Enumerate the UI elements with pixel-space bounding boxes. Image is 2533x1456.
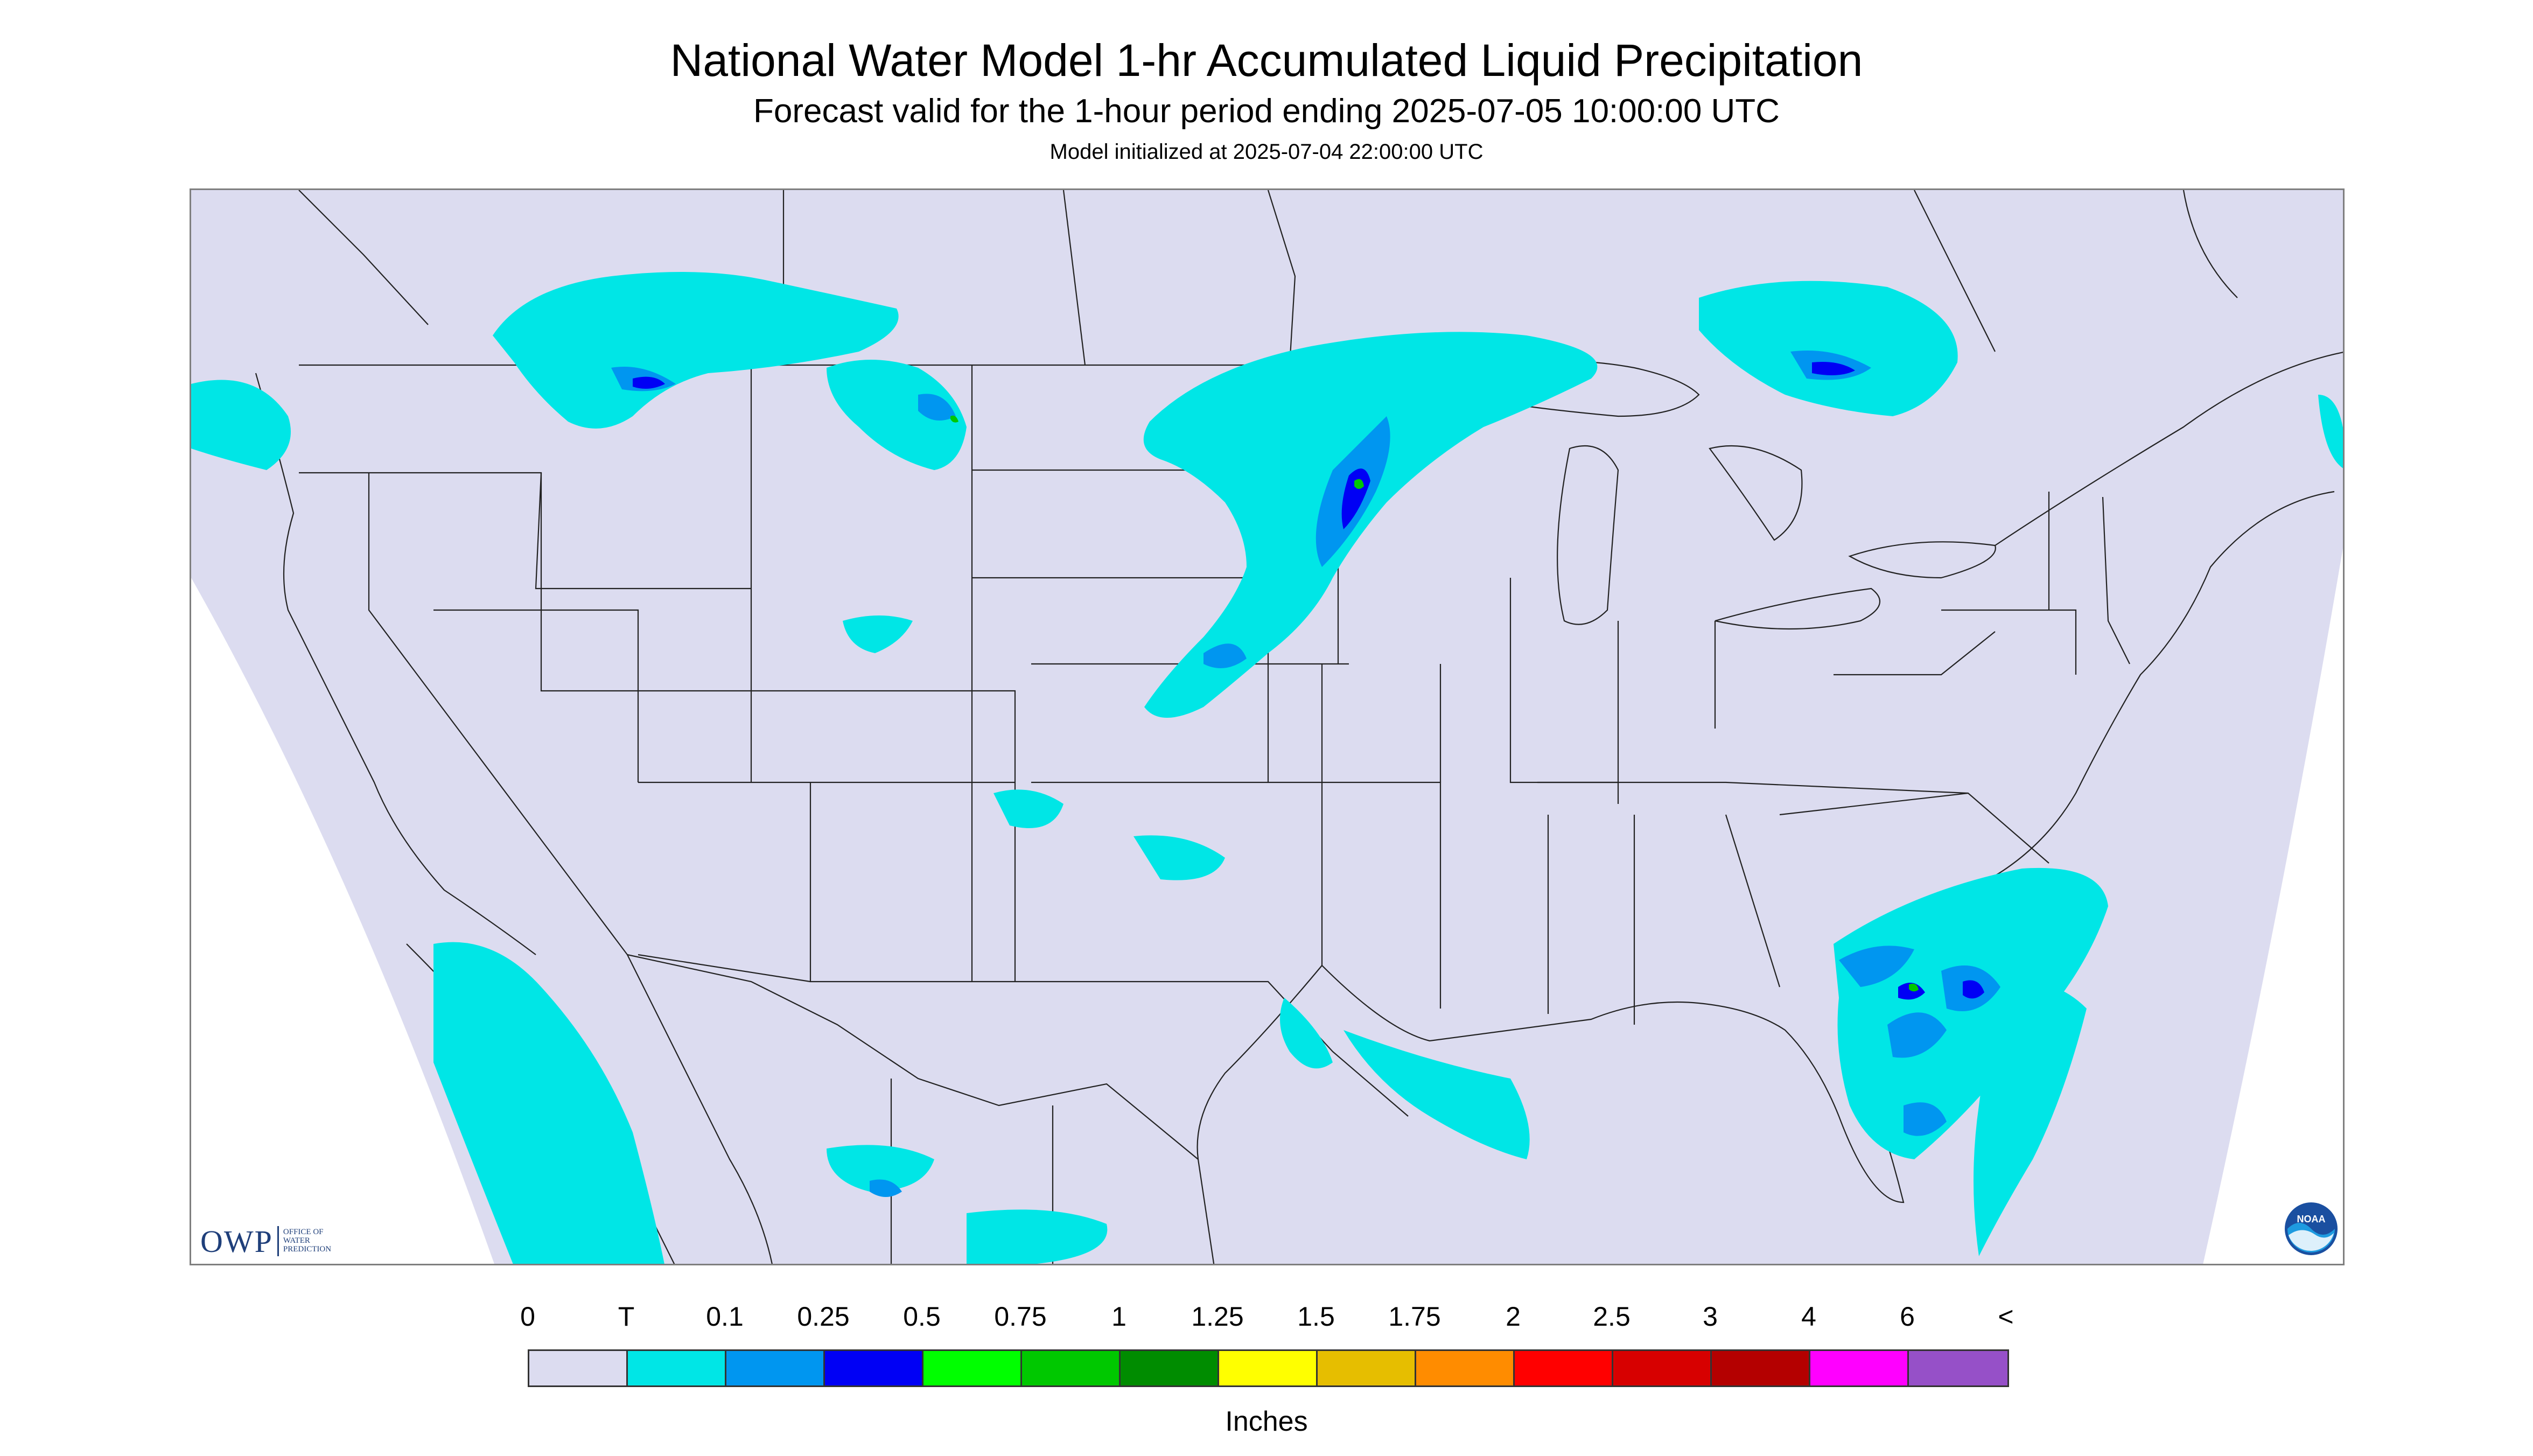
owp-logo-line-2: WATER xyxy=(283,1236,310,1245)
owp-logo-line-3: PREDICTION xyxy=(283,1244,332,1254)
map-domain xyxy=(191,190,2343,1264)
legend-swatch xyxy=(923,1351,1022,1385)
legend-labels: 0 T 0.1 0.25 0.5 0.75 1 1.25 1.5 1.75 2 2.5 3 4 6 < xyxy=(0,1303,2533,1335)
model-init-text: Model initialized at 2025-07-04 22:00:00… xyxy=(1049,140,1484,164)
legend-label: 0.5 xyxy=(903,1301,941,1332)
owp-logo: OWP OFFICE OF WATER PREDICTION xyxy=(200,1222,331,1260)
legend-swatch xyxy=(529,1351,628,1385)
owp-logo-line-1: OFFICE OF xyxy=(283,1228,324,1237)
legend-swatch xyxy=(1219,1351,1318,1385)
precip-heavy xyxy=(950,415,1919,992)
legend-swatch xyxy=(726,1351,825,1385)
owp-logo-subtext: OFFICE OF WATER PREDICTION xyxy=(283,1228,331,1254)
precip-light xyxy=(611,351,2000,1197)
legend-swatch xyxy=(1121,1351,1219,1385)
precip-trace xyxy=(191,272,2343,1264)
legend-label: T xyxy=(618,1301,635,1332)
legend-units: Inches xyxy=(1225,1406,1308,1437)
legend-swatch xyxy=(1712,1351,1810,1385)
legend-label: 0 xyxy=(520,1301,535,1332)
legend-label: 1.75 xyxy=(1388,1301,1441,1332)
legend-swatch xyxy=(1318,1351,1416,1385)
legend-swatch xyxy=(825,1351,923,1385)
legend-swatch xyxy=(1515,1351,1613,1385)
legend-label: 1 xyxy=(1111,1301,1126,1332)
legend-swatch xyxy=(1810,1351,1909,1385)
legend-label: 1.5 xyxy=(1297,1301,1335,1332)
legend-swatch xyxy=(1613,1351,1712,1385)
legend-label: 1.25 xyxy=(1191,1301,1244,1332)
forecast-valid-subtitle: Forecast valid for the 1-hour period end… xyxy=(753,93,1780,130)
svg-text:NOAA: NOAA xyxy=(2297,1214,2326,1224)
legend-label: < xyxy=(1998,1301,2014,1332)
legend-label: 0.75 xyxy=(994,1301,1047,1332)
precipitation-map[interactable] xyxy=(190,188,2345,1265)
legend-label: 2 xyxy=(1506,1301,1521,1332)
map-title: National Water Model 1-hr Accumulated Li… xyxy=(670,35,1863,86)
legend-color-bar xyxy=(528,1349,2009,1387)
owp-logo-divider xyxy=(277,1226,279,1256)
legend-label: 6 xyxy=(1900,1301,1915,1332)
legend-label: 3 xyxy=(1703,1301,1718,1332)
legend-label: 0.25 xyxy=(797,1301,850,1332)
owp-logo-text: OWP xyxy=(200,1223,273,1259)
noaa-logo-icon: NOAA xyxy=(2284,1201,2339,1256)
legend-swatch xyxy=(1022,1351,1121,1385)
legend-swatch xyxy=(1416,1351,1515,1385)
legend-swatch xyxy=(628,1351,726,1385)
state-borders xyxy=(255,190,2343,1264)
legend-label: 0.1 xyxy=(706,1301,744,1332)
legend-label: 4 xyxy=(1801,1301,1816,1332)
legend-swatch xyxy=(1909,1351,2007,1385)
legend-label: 2.5 xyxy=(1593,1301,1631,1332)
map-svg xyxy=(191,190,2343,1264)
